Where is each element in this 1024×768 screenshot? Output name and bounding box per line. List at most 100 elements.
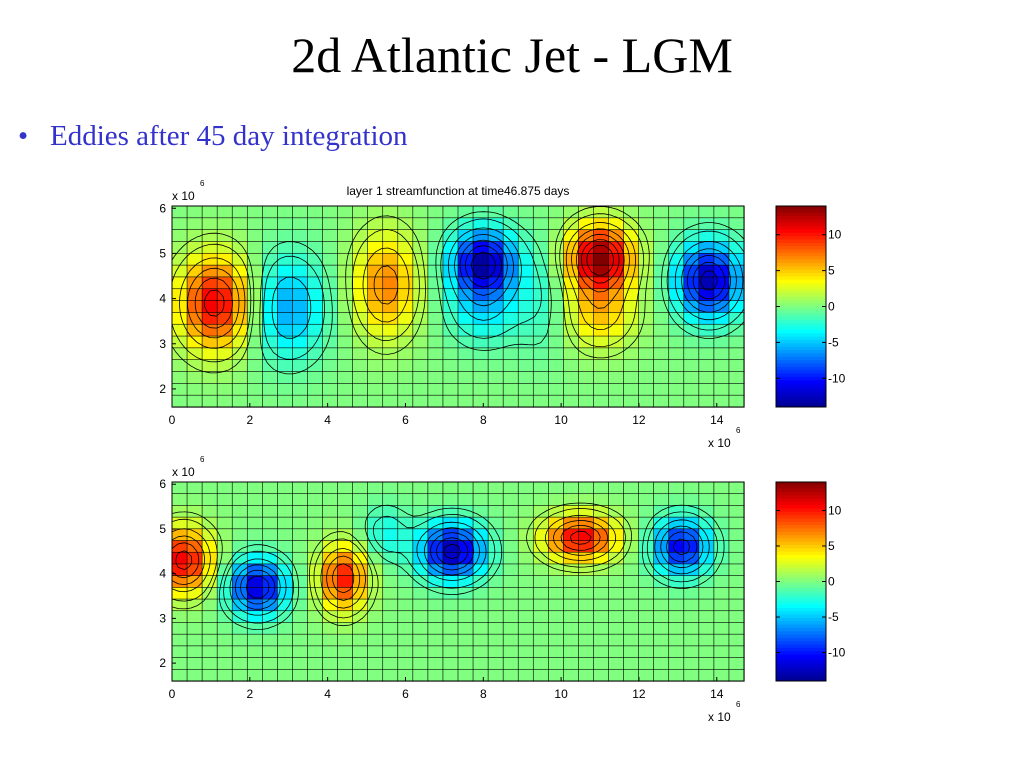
heatmap-cell — [502, 394, 519, 408]
heatmap-cell — [653, 300, 670, 314]
heatmap-cell — [532, 481, 549, 495]
heatmap-cell — [246, 633, 263, 647]
heatmap-cell — [593, 394, 610, 408]
heatmap-cell — [216, 551, 233, 565]
heatmap-cell — [683, 371, 700, 384]
heatmap-cell — [292, 335, 309, 349]
heatmap-cell — [307, 610, 324, 624]
heatmap-cell — [186, 657, 203, 670]
heatmap-cell — [548, 610, 564, 624]
heatmap-cell — [713, 575, 730, 588]
heatmap-cell — [668, 481, 685, 495]
heatmap-cell — [322, 657, 339, 670]
colorbar-step — [776, 515, 826, 519]
heatmap-cell — [337, 516, 354, 530]
heatmap-cell — [231, 645, 248, 659]
colorbar: -10 -5 0 5 10 — [775, 205, 846, 408]
heatmap-cell — [246, 241, 263, 254]
heatmap-cell — [412, 252, 429, 266]
heatmap-cell — [427, 383, 444, 396]
heatmap-cell — [578, 347, 595, 361]
heatmap-cell — [728, 229, 745, 243]
colorbar-tick-label: 0 — [828, 300, 835, 314]
heatmap-cell — [608, 622, 625, 635]
heatmap-cell — [638, 229, 655, 243]
heatmap-cell — [171, 551, 188, 565]
heatmap-cell — [638, 371, 655, 384]
colorbar-tick-label: -10 — [828, 646, 846, 660]
axes-frame — [171, 205, 745, 408]
colorbar-step — [776, 601, 826, 606]
heatmap-cell — [171, 394, 188, 408]
heatmap-cell — [307, 622, 324, 635]
heatmap-cell — [653, 645, 670, 659]
slide-title: 2d Atlantic Jet - LGM — [291, 27, 733, 83]
heatmap-cell — [412, 288, 429, 302]
heatmap-cell — [352, 383, 369, 396]
heatmap-cell — [713, 493, 730, 507]
colorbar-step — [776, 637, 826, 642]
heatmap-cell — [201, 241, 218, 254]
colorbar-step — [776, 316, 826, 321]
heatmap-cell — [578, 610, 595, 624]
heatmap-cell — [728, 528, 745, 542]
heatmap-cell — [337, 323, 354, 337]
heatmap-cell — [246, 481, 263, 495]
heatmap-cell — [412, 575, 429, 588]
heatmap-cell — [427, 598, 444, 612]
heatmap-cell — [337, 276, 354, 290]
heatmap-cell — [623, 229, 640, 243]
heatmap-cell — [231, 657, 248, 670]
heatmap-cell — [412, 493, 429, 507]
heatmap-cell — [593, 359, 610, 373]
heatmap-cell — [623, 288, 640, 302]
heatmap-cell — [457, 587, 474, 600]
heatmap-cell — [517, 505, 534, 518]
heatmap-cell — [578, 383, 595, 396]
heatmap-cell — [502, 359, 519, 373]
heatmap-cell — [517, 575, 534, 588]
heatmap-cell — [698, 288, 715, 302]
heatmap-cell — [502, 657, 519, 670]
heatmap-cell — [216, 516, 233, 530]
heatmap-cell — [277, 205, 294, 219]
x-multiplier-exponent: 6 — [736, 700, 741, 709]
heatmap-cell — [517, 493, 534, 507]
heatmap-cell — [337, 264, 354, 278]
heatmap-cell — [397, 493, 414, 507]
colorbar-step — [776, 380, 826, 385]
heatmap-cell — [186, 335, 203, 349]
heatmap-cell — [337, 505, 354, 518]
heatmap-cell — [216, 371, 233, 384]
heatmap-cell — [292, 528, 309, 542]
heatmap-cell — [262, 205, 278, 219]
heatmap-cell — [457, 481, 474, 495]
heatmap-cell — [337, 217, 354, 231]
heatmap-cell — [487, 276, 504, 290]
heatmap-cell — [638, 645, 655, 659]
heatmap-cell — [532, 622, 549, 635]
heatmap-cell — [713, 371, 730, 384]
heatmap-cell — [487, 598, 504, 612]
heatmap-cell — [638, 587, 655, 600]
heatmap-cell — [337, 347, 354, 361]
heatmap-cell — [246, 205, 263, 219]
heatmap-cell — [442, 516, 459, 530]
heatmap-cell — [277, 493, 294, 507]
heatmap-cell — [698, 383, 715, 396]
heatmap-cell — [578, 394, 595, 408]
heatmap-cell — [563, 394, 580, 408]
heatmap-cell — [442, 645, 459, 659]
y-tick-label: 4 — [159, 567, 166, 581]
heatmap-cell — [307, 323, 324, 337]
heatmap-cell — [593, 668, 610, 682]
heatmap-cell — [246, 252, 263, 266]
heatmap-cell — [683, 300, 700, 314]
heatmap-cell — [638, 540, 655, 553]
colorbar-step — [776, 501, 826, 506]
heatmap-cell — [427, 276, 444, 290]
heatmap-cell — [532, 575, 549, 588]
heatmap-cell — [668, 371, 685, 384]
colorbar-step — [776, 336, 826, 341]
heatmap-cell — [487, 668, 504, 682]
